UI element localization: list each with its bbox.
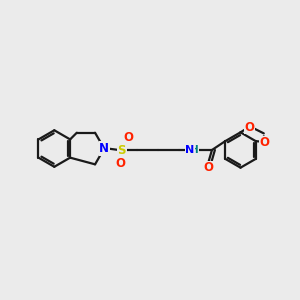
Text: O: O — [116, 157, 125, 170]
Text: O: O — [260, 136, 270, 149]
Text: O: O — [244, 121, 254, 134]
Text: O: O — [123, 131, 133, 144]
Text: S: S — [118, 143, 126, 157]
Text: N: N — [99, 142, 109, 155]
Text: H: H — [190, 145, 199, 155]
Text: O: O — [203, 161, 213, 174]
Text: N: N — [185, 145, 194, 155]
